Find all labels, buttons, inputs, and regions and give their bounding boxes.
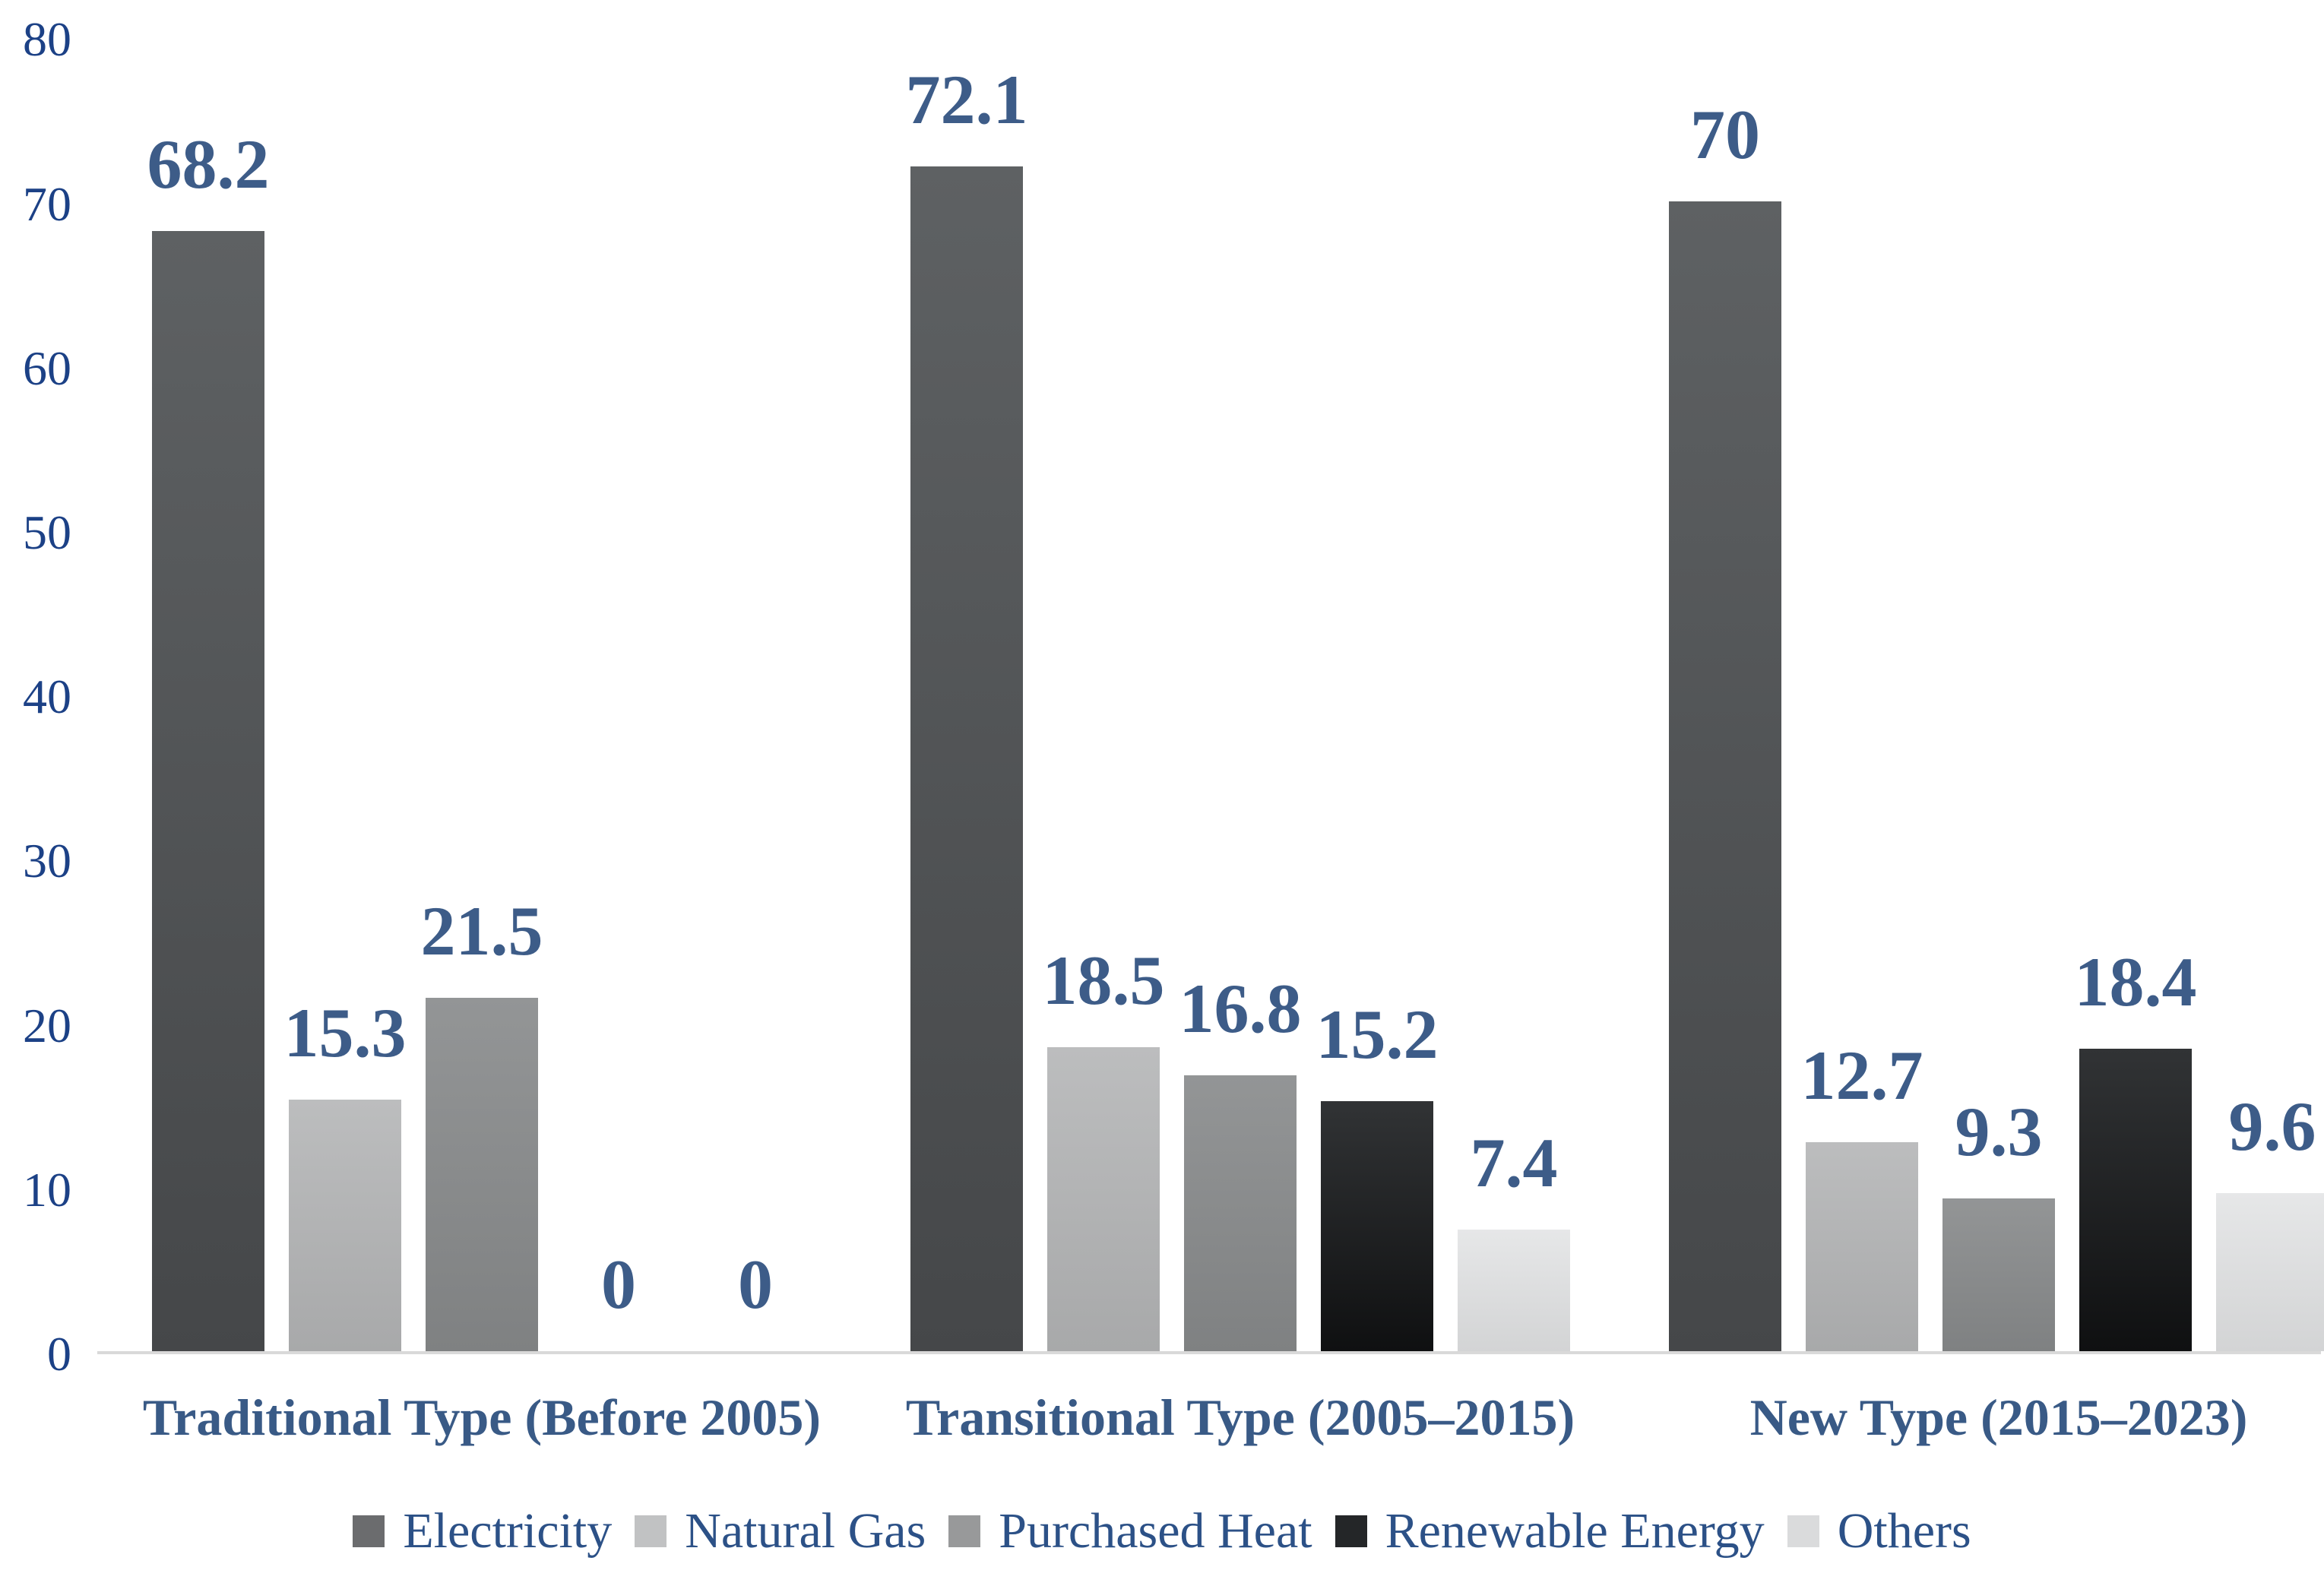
legend-swatch-natural-gas [635, 1515, 667, 1547]
value-label-electricity-group-1: 68.2 [147, 125, 270, 203]
legend-swatch-purchased-heat [948, 1515, 981, 1547]
value-label-renewable-energy-group-1: 0 [601, 1246, 636, 1323]
bar-natural-gas-group-1 [289, 1100, 401, 1351]
value-label-renewable-energy-group-2: 15.2 [1316, 996, 1439, 1073]
legend-label-renewable-energy: Renewable Energy [1385, 1503, 1765, 1559]
value-label-electricity-group-2: 72.1 [905, 61, 1028, 138]
legend-swatch-electricity [353, 1515, 385, 1547]
x-axis-line [97, 1351, 2321, 1354]
value-label-natural-gas-group-2: 18.5 [1042, 942, 1165, 1019]
value-label-purchased-heat-group-2: 16.8 [1179, 970, 1302, 1047]
legend-swatch-renewable-energy [1335, 1515, 1367, 1547]
y-tick-label-80: 80 [23, 12, 71, 67]
legend-label-others: Others [1837, 1503, 1971, 1559]
bar-others-group-3 [2216, 1193, 2324, 1351]
legend-item-natural-gas: Natural Gas [635, 1506, 926, 1556]
legend-label-electricity: Electricity [403, 1503, 613, 1559]
bar-purchased-heat-group-1 [426, 998, 538, 1351]
y-tick-label-0: 0 [47, 1327, 71, 1381]
bar-natural-gas-group-3 [1806, 1142, 1918, 1351]
category-label-1: Traditional Type (Before 2005) [142, 1388, 822, 1446]
value-label-renewable-energy-group-3: 18.4 [2074, 943, 2197, 1021]
bar-renewable-energy-group-2 [1321, 1101, 1433, 1351]
y-tick-label-30: 30 [23, 834, 71, 888]
bar-purchased-heat-group-2 [1184, 1075, 1297, 1351]
legend-item-electricity: Electricity [353, 1506, 612, 1556]
value-label-purchased-heat-group-3: 9.3 [1955, 1093, 2043, 1170]
chart-legend: Electricity Natural Gas Purchased Heat Rene… [0, 1506, 2324, 1556]
value-label-others-group-2: 7.4 [1470, 1124, 1558, 1201]
bar-electricity-group-1 [152, 231, 264, 1351]
y-tick-label-50: 50 [23, 505, 71, 559]
bar-others-group-2 [1458, 1230, 1570, 1351]
legend-label-natural-gas: Natural Gas [685, 1503, 926, 1559]
bar-electricity-group-3 [1669, 201, 1781, 1351]
bar-purchased-heat-group-3 [1942, 1198, 2055, 1351]
value-label-others-group-3: 9.6 [2228, 1087, 2316, 1165]
legend-item-others: Others [1787, 1506, 1971, 1556]
value-label-others-group-1: 0 [738, 1246, 773, 1323]
y-tick-label-40: 40 [23, 670, 71, 724]
legend-swatch-others [1787, 1515, 1819, 1547]
legend-item-purchased-heat: Purchased Heat [948, 1506, 1312, 1556]
value-label-electricity-group-3: 70 [1690, 96, 1760, 173]
y-tick-label-10: 10 [23, 1162, 71, 1217]
plot-area: 0 10 20 30 40 50 60 70 80 [23, 12, 2324, 1381]
value-label-natural-gas-group-1: 15.3 [283, 994, 407, 1072]
y-tick-label-20: 20 [23, 998, 71, 1053]
bar-natural-gas-group-2 [1047, 1047, 1160, 1351]
category-label-3: New Type (2015–2023) [1749, 1388, 2248, 1446]
bar-electricity-group-2 [910, 166, 1023, 1351]
legend-item-renewable-energy: Renewable Energy [1335, 1506, 1765, 1556]
value-label-natural-gas-group-3: 12.7 [1800, 1037, 1923, 1114]
y-tick-label-60: 60 [23, 340, 71, 395]
category-label-2: Transitional Type (2005–2015) [905, 1388, 1575, 1446]
bar-renewable-energy-group-3 [2079, 1049, 2192, 1351]
legend-label-purchased-heat: Purchased Heat [999, 1503, 1312, 1559]
y-tick-label-70: 70 [23, 176, 71, 231]
value-label-purchased-heat-group-1: 21.5 [420, 892, 543, 970]
